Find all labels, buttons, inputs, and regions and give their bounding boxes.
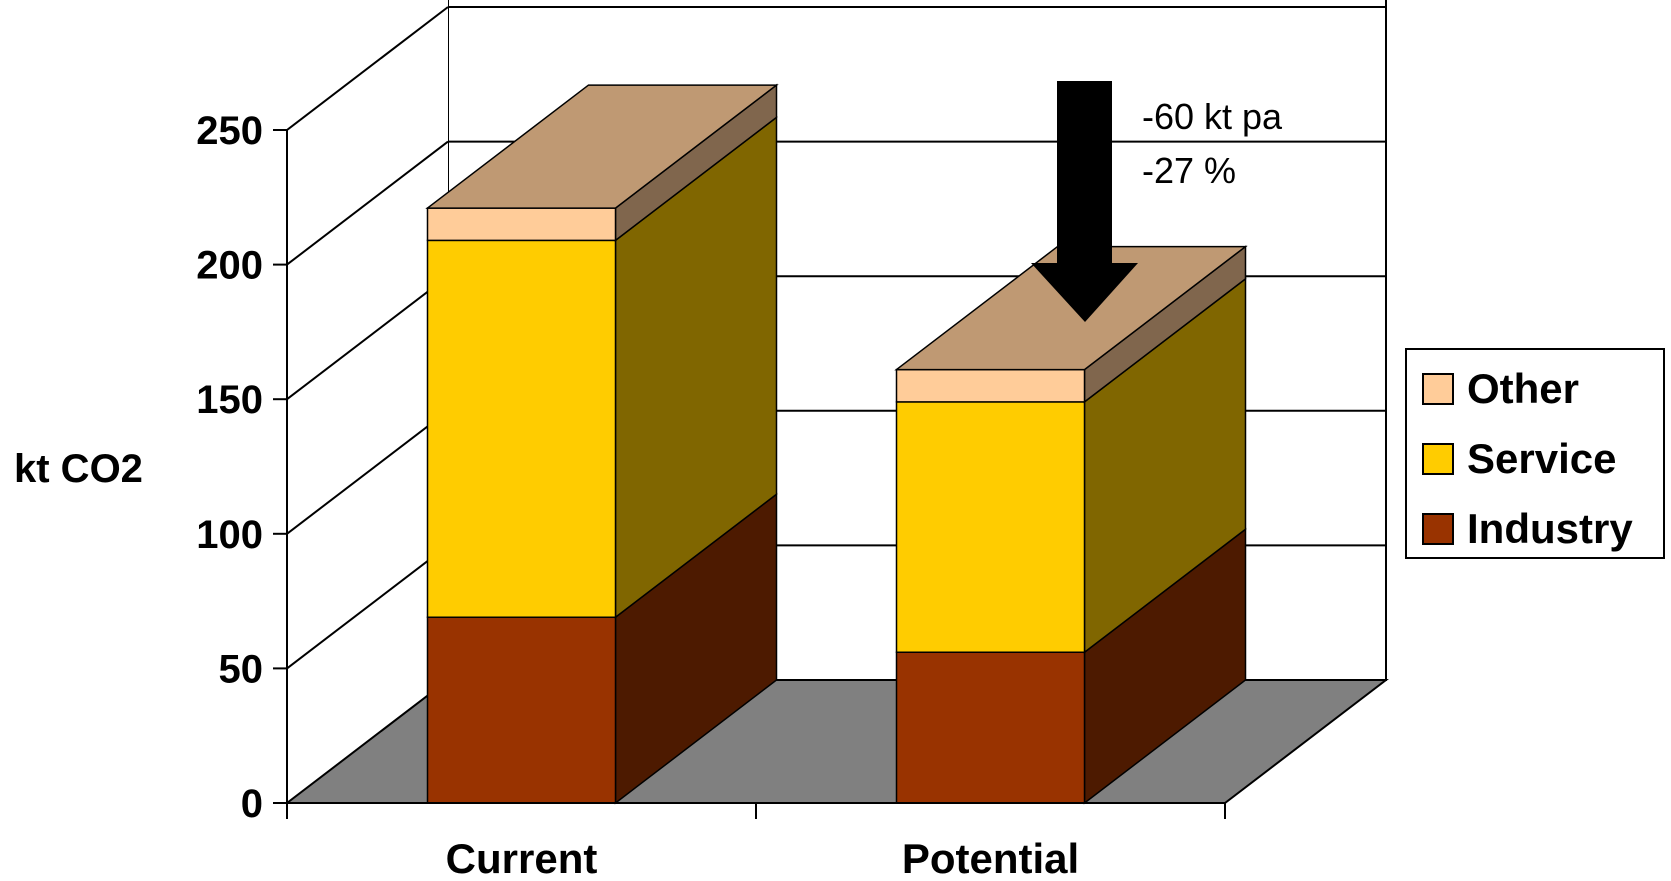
bar-segment — [426, 616, 617, 804]
annotation-absolute: -60 kt pa — [1142, 96, 1283, 137]
category-label: Potential — [902, 835, 1079, 881]
legend-swatch — [1422, 373, 1454, 405]
legend-label: Industry — [1467, 505, 1633, 552]
y-tick-label: 0 — [241, 782, 263, 826]
bar-stack — [425, 83, 779, 805]
bar-top — [894, 245, 1248, 371]
bar-segment — [895, 401, 1086, 653]
y-tick-label: 100 — [196, 513, 263, 557]
reduction-annotation: -60 kt pa -27 % — [1031, 81, 1283, 322]
y-tick-label: 250 — [196, 109, 263, 153]
down-arrow-icon — [1031, 81, 1138, 322]
y-tick-labels: 0 50 100 150 200 250 — [196, 109, 263, 826]
legend-label: Service — [1467, 435, 1616, 482]
y-axis-title: kt CO2 — [14, 447, 143, 491]
legend: Other Service Industry — [1405, 348, 1665, 559]
axes — [273, 129, 1226, 819]
legend-swatch — [1422, 443, 1454, 475]
annotation-percent: -27 % — [1142, 150, 1236, 191]
y-tick-label: 50 — [219, 647, 264, 691]
bar-segment — [895, 651, 1086, 804]
y-tick-label: 200 — [196, 244, 263, 288]
side-wall — [287, 0, 448, 803]
legend-swatch — [1422, 513, 1454, 545]
y-tick-label: 150 — [196, 378, 263, 422]
gridline-side — [286, 6, 449, 131]
gridline-side — [286, 410, 449, 535]
legend-label: Other — [1467, 365, 1579, 412]
gridline-side — [286, 140, 449, 266]
gridline-side — [286, 544, 449, 670]
bar-segment — [895, 368, 1086, 403]
bar-segment — [426, 239, 617, 619]
bar-stack — [894, 245, 1248, 805]
bar-top — [425, 84, 779, 209]
gridline-side — [286, 275, 449, 400]
bar-segment — [426, 207, 617, 242]
category-label: Current — [446, 835, 598, 881]
category-labels: Current Potential — [446, 835, 1080, 881]
